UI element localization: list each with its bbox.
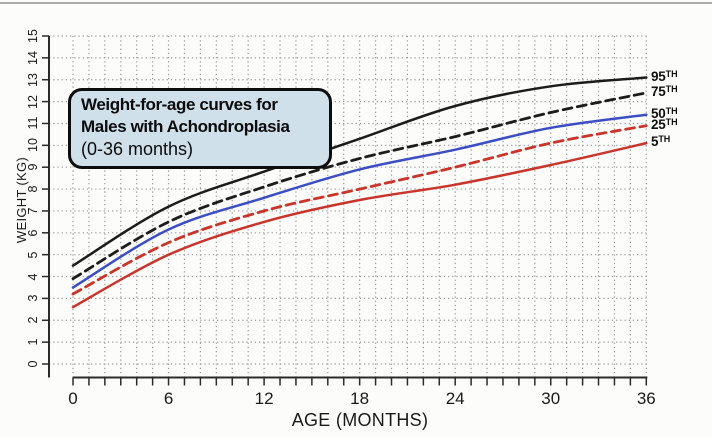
axis-ticks xyxy=(42,35,648,386)
curve-75th xyxy=(71,91,648,281)
chart-title-box: Weight-for-age curves for Males with Ach… xyxy=(68,88,332,169)
scan-border-top xyxy=(0,2,712,4)
y-tick-label: 4 xyxy=(26,273,40,281)
y-tick-label: 0 xyxy=(26,360,40,368)
percentile-suffix: TH xyxy=(658,134,671,145)
y-tick-label: 13 xyxy=(26,72,40,87)
y-tick-label: 8 xyxy=(26,185,40,193)
percentile-suffix: TH xyxy=(665,105,678,116)
y-tick-label: 10 xyxy=(26,138,40,153)
y-tick-label: 14 xyxy=(26,50,40,65)
chart-title-line3: (0-36 months) xyxy=(81,139,194,159)
percentile-value: 95 xyxy=(651,68,666,84)
x-tick-label: 6 xyxy=(163,389,174,408)
percentile-suffix: TH xyxy=(665,68,678,79)
y-tick-label: 5 xyxy=(26,251,40,259)
curve-95th xyxy=(71,76,648,267)
y-tick-label: 2 xyxy=(26,316,40,324)
x-tick-label: 24 xyxy=(445,389,465,408)
x-tick-label: 0 xyxy=(68,389,78,408)
chart-title-line1: Weight-for-age curves for xyxy=(81,95,278,114)
grid-lines xyxy=(49,35,647,378)
x-tick-label: 12 xyxy=(254,389,274,408)
y-tick-label: 15 xyxy=(26,29,40,43)
percentile-label-75th: 75TH xyxy=(651,84,678,99)
y-tick-label: 7 xyxy=(26,207,40,215)
y-tick-label: 6 xyxy=(26,229,40,237)
percentile-label-25th: 25TH xyxy=(651,117,678,132)
curve-25th xyxy=(71,124,648,296)
y-tick-label: 1 xyxy=(26,338,40,346)
percentile-label-50th: 50TH xyxy=(651,106,678,121)
y-tick-label: 3 xyxy=(26,294,40,302)
percentile-suffix: TH xyxy=(665,116,678,127)
y-tick-label: 11 xyxy=(26,116,40,130)
y-tick-label: 9 xyxy=(26,163,40,171)
percentile-suffix: TH xyxy=(665,83,678,94)
x-tick-label: 36 xyxy=(636,389,656,408)
x-axis-title: AGE (MONTHS) xyxy=(291,410,429,430)
percentile-value: 50 xyxy=(651,105,666,121)
percentile-label-5th: 5TH xyxy=(651,134,670,149)
x-tick-label: 18 xyxy=(350,389,370,408)
percentile-value: 5 xyxy=(651,134,659,150)
curve-50th xyxy=(71,113,648,289)
chart-title-line2: Males with Achondroplasia xyxy=(81,117,290,136)
percentile-label-95th: 95TH xyxy=(651,69,678,84)
percentile-value: 25 xyxy=(651,116,666,132)
x-tick-label: 30 xyxy=(541,389,561,408)
percentile-value: 75 xyxy=(651,83,666,99)
y-tick-label: 12 xyxy=(26,94,40,109)
curve-5th xyxy=(71,141,648,309)
